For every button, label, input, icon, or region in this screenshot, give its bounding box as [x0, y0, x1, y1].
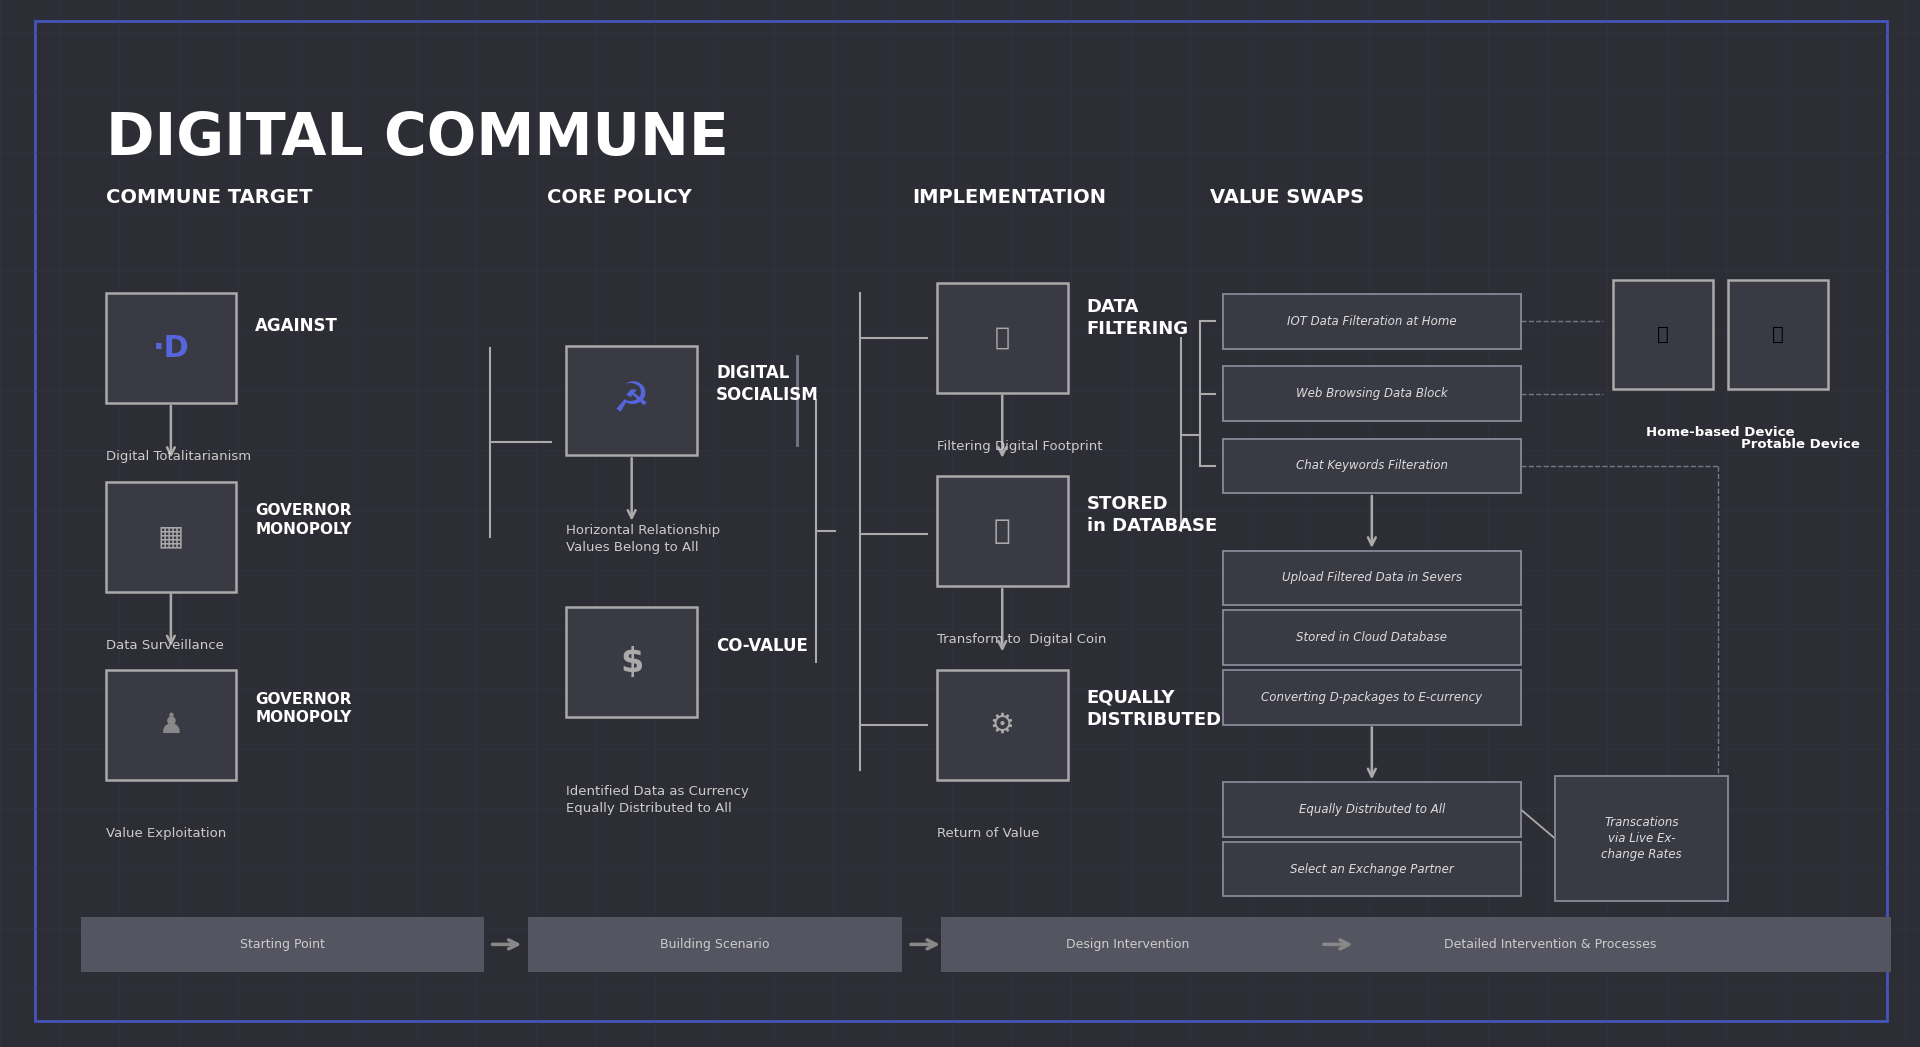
Text: Transcations
via Live Ex-
change Rates: Transcations via Live Ex- change Rates [1601, 817, 1682, 861]
Text: Select an Exchange Partner: Select an Exchange Partner [1290, 863, 1453, 875]
Text: IOT Data Filteration at Home: IOT Data Filteration at Home [1286, 315, 1457, 328]
Text: Data Surveillance: Data Surveillance [106, 639, 223, 651]
Text: Stored in Cloud Database: Stored in Cloud Database [1296, 631, 1448, 644]
Text: 🛡: 🛡 [995, 326, 1010, 350]
FancyBboxPatch shape [106, 670, 236, 780]
Text: Digital Totalitarianism: Digital Totalitarianism [106, 450, 252, 463]
Text: Detailed Intervention & Processes: Detailed Intervention & Processes [1444, 938, 1657, 951]
FancyBboxPatch shape [566, 346, 697, 455]
Text: Filtering Digital Footprint: Filtering Digital Footprint [937, 440, 1102, 452]
Text: Chat Keywords Filteration: Chat Keywords Filteration [1296, 460, 1448, 472]
FancyBboxPatch shape [528, 917, 902, 972]
Text: Value Exploitation: Value Exploitation [106, 827, 227, 840]
FancyBboxPatch shape [1223, 366, 1521, 421]
Text: Converting D-packages to E-currency: Converting D-packages to E-currency [1261, 691, 1482, 704]
FancyBboxPatch shape [1210, 917, 1891, 972]
Text: ·D: ·D [152, 334, 190, 362]
Text: Identified Data as Currency
Equally Distributed to All: Identified Data as Currency Equally Dist… [566, 785, 749, 816]
FancyBboxPatch shape [1223, 610, 1521, 665]
Text: ⚙: ⚙ [991, 711, 1014, 739]
Text: DATA
FILTERING: DATA FILTERING [1087, 297, 1188, 338]
Text: GOVERNOR
MONOPOLY: GOVERNOR MONOPOLY [255, 692, 351, 726]
Text: DIGITAL
SOCIALISM: DIGITAL SOCIALISM [716, 364, 820, 404]
Text: Return of Value: Return of Value [937, 827, 1039, 840]
Text: Upload Filtered Data in Severs: Upload Filtered Data in Severs [1283, 572, 1461, 584]
Text: STORED
in DATABASE: STORED in DATABASE [1087, 495, 1217, 535]
FancyBboxPatch shape [1728, 280, 1828, 389]
FancyBboxPatch shape [1613, 280, 1713, 389]
FancyBboxPatch shape [1555, 776, 1728, 901]
FancyBboxPatch shape [1223, 294, 1521, 349]
FancyBboxPatch shape [941, 917, 1315, 972]
FancyBboxPatch shape [81, 917, 484, 972]
Text: GOVERNOR
MONOPOLY: GOVERNOR MONOPOLY [255, 504, 351, 537]
FancyBboxPatch shape [1223, 551, 1521, 605]
Text: AGAINST: AGAINST [255, 317, 338, 335]
FancyBboxPatch shape [1223, 782, 1521, 837]
Text: DIGITAL COMMUNE: DIGITAL COMMUNE [106, 110, 728, 166]
FancyBboxPatch shape [1223, 439, 1521, 493]
FancyBboxPatch shape [937, 283, 1068, 393]
Text: Web Browsing Data Block: Web Browsing Data Block [1296, 387, 1448, 400]
Text: VALUE SWAPS: VALUE SWAPS [1210, 188, 1363, 207]
FancyBboxPatch shape [1223, 842, 1521, 896]
FancyBboxPatch shape [106, 293, 236, 403]
Text: 💻: 💻 [1657, 325, 1668, 344]
Text: Protable Device: Protable Device [1741, 439, 1860, 451]
Text: EQUALLY
DISTRIBUTED: EQUALLY DISTRIBUTED [1087, 689, 1221, 729]
FancyBboxPatch shape [1223, 670, 1521, 725]
Text: Transform to  Digital Coin: Transform to Digital Coin [937, 633, 1106, 646]
Text: Building Scenario: Building Scenario [660, 938, 770, 951]
Text: $: $ [620, 646, 643, 678]
Text: COMMUNE TARGET: COMMUNE TARGET [106, 188, 313, 207]
Text: Home-based Device: Home-based Device [1645, 426, 1795, 439]
Text: Starting Point: Starting Point [240, 938, 324, 951]
FancyBboxPatch shape [937, 476, 1068, 586]
FancyBboxPatch shape [566, 607, 697, 717]
Text: 🌐: 🌐 [995, 517, 1010, 545]
Text: ☭: ☭ [612, 379, 651, 422]
Text: IMPLEMENTATION: IMPLEMENTATION [912, 188, 1106, 207]
Text: Equally Distributed to All: Equally Distributed to All [1298, 803, 1446, 816]
Text: 🛒: 🛒 [1772, 325, 1784, 344]
FancyBboxPatch shape [937, 670, 1068, 780]
Text: Design Intervention: Design Intervention [1066, 938, 1190, 951]
Text: CO-VALUE: CO-VALUE [716, 637, 808, 654]
FancyBboxPatch shape [106, 482, 236, 592]
Text: CORE POLICY: CORE POLICY [547, 188, 691, 207]
Text: Horizontal Relationship
Values Belong to All: Horizontal Relationship Values Belong to… [566, 524, 720, 554]
Text: ▦: ▦ [157, 522, 184, 551]
Text: ♟: ♟ [159, 711, 182, 739]
